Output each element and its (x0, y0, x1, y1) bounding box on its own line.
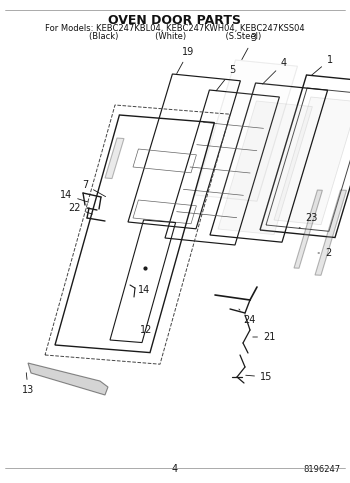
Polygon shape (315, 190, 346, 275)
Text: 19: 19 (177, 47, 195, 73)
Text: 23: 23 (299, 213, 317, 228)
Polygon shape (218, 101, 313, 235)
Text: 21: 21 (253, 332, 275, 342)
Text: 4: 4 (262, 58, 287, 84)
Text: OVEN DOOR PARTS: OVEN DOOR PARTS (108, 14, 241, 27)
Polygon shape (105, 138, 124, 179)
Text: 8196247: 8196247 (303, 465, 340, 474)
Polygon shape (195, 60, 298, 201)
Text: 22: 22 (68, 203, 92, 214)
Text: 1: 1 (312, 55, 332, 75)
Text: 24: 24 (239, 309, 256, 325)
Polygon shape (28, 363, 108, 395)
Text: 14: 14 (138, 285, 150, 295)
Text: 13: 13 (22, 373, 34, 395)
Text: (Black)              (White)               (S.Steel): (Black) (White) (S.Steel) (89, 32, 261, 41)
Text: 14: 14 (60, 190, 88, 202)
Text: 5: 5 (216, 65, 236, 91)
Text: For Models: KEBC247KBL04, KEBC247KWH04, KEBC247KSS04: For Models: KEBC247KBL04, KEBC247KWH04, … (45, 24, 305, 33)
Polygon shape (274, 97, 350, 225)
Polygon shape (294, 190, 322, 268)
Text: 2: 2 (318, 248, 331, 258)
Text: 15: 15 (246, 372, 272, 382)
Text: 12: 12 (140, 325, 152, 335)
Text: 7: 7 (82, 180, 106, 197)
Text: 4: 4 (172, 464, 178, 474)
Text: 3: 3 (242, 33, 257, 59)
